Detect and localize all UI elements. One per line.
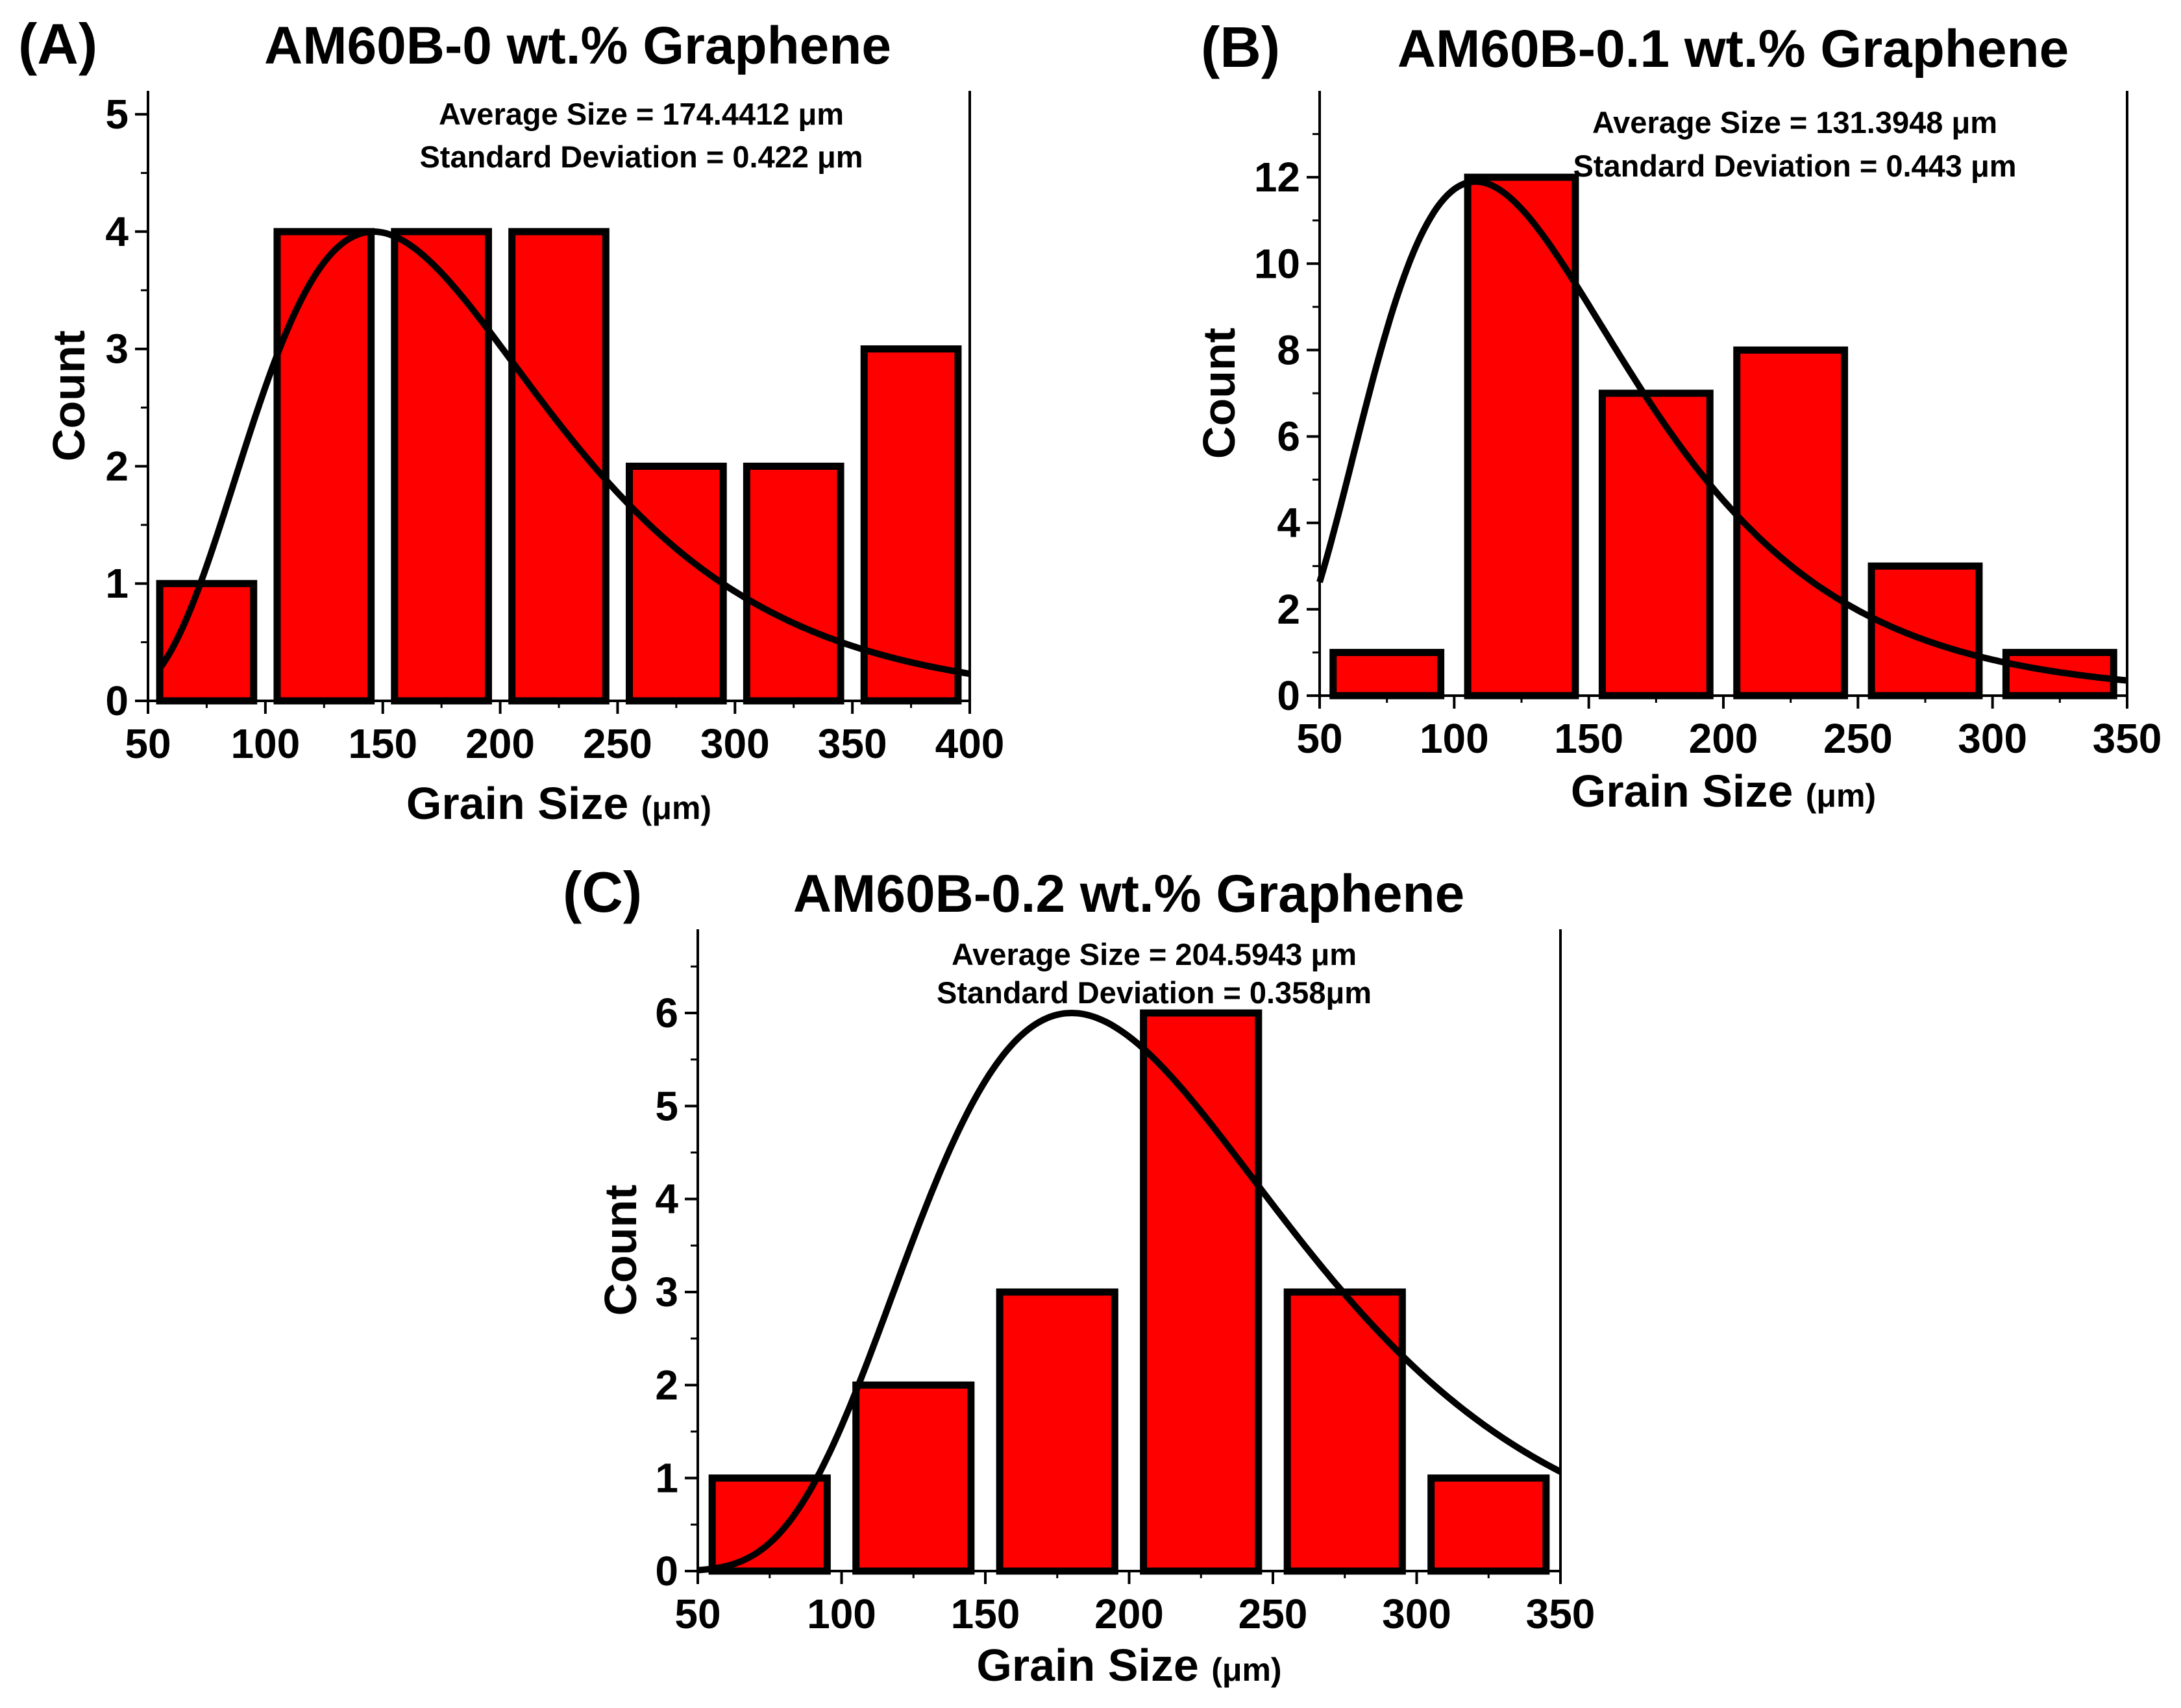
- y-tick-label: 4: [1277, 500, 1300, 546]
- y-axis-label: Count: [595, 1184, 646, 1315]
- chart-panel-a: (A) AM60B-0 wt.% Graphene 0 1 2 3 4 5 50 100 150 20…: [18, 12, 1004, 829]
- histogram-bar: [1867, 562, 1983, 700]
- stats-annotation: Average Size = 131.3948 μm: [1592, 105, 1997, 140]
- x-tick-label: 200: [1689, 715, 1758, 762]
- x-tick-label: 250: [1823, 715, 1893, 762]
- x-axis-label: Grain Size (μm): [976, 1640, 1281, 1690]
- stats-annotation: Standard Deviation = 0.422 μm: [419, 140, 863, 174]
- chart-title: AM60B-0.1 wt.% Graphene: [1398, 19, 2069, 79]
- histogram-bar: [626, 462, 727, 705]
- x-tick-label: 150: [1554, 715, 1623, 762]
- histogram-bar: [273, 228, 375, 705]
- x-tick-label: 50: [125, 720, 171, 767]
- x-tick-label: 250: [1238, 1591, 1308, 1637]
- y-tick-label: 6: [655, 990, 678, 1036]
- histogram-bar: [1733, 346, 1849, 700]
- x-tick-label: 100: [807, 1591, 876, 1637]
- x-tick-label: 300: [1958, 715, 2027, 762]
- y-tick-label: 12: [1254, 154, 1300, 201]
- chart-panel-c: (C) AM60B-0.2 wt.% Graphene 0 1 2 3 4 5 6 50 100 15…: [563, 860, 1595, 1690]
- y-tick-label: 3: [655, 1269, 678, 1315]
- x-tick-label: 300: [1382, 1591, 1451, 1637]
- y-axis-label: Count: [43, 330, 94, 461]
- y-tick-label: 1: [105, 560, 129, 607]
- panel-label: (A): [18, 12, 97, 76]
- histogram-bar: [1427, 1474, 1550, 1575]
- x-axis-label: Grain Size (μm): [1571, 766, 1876, 816]
- y-tick-label: 2: [105, 443, 129, 489]
- x-axis-unit: (μm): [1806, 777, 1876, 814]
- histogram-bar: [996, 1288, 1118, 1575]
- x-tick-label: 400: [935, 720, 1005, 767]
- x-tick-label: 50: [1296, 715, 1342, 762]
- histogram-bar: [852, 1381, 975, 1575]
- y-tick-label: 0: [1277, 672, 1300, 719]
- y-tick-label: 5: [655, 1082, 678, 1129]
- y-tick-label: 0: [105, 677, 129, 724]
- y-tick-label: 2: [1277, 586, 1300, 633]
- x-tick-label: 150: [951, 1591, 1020, 1637]
- y-tick-label: 10: [1254, 240, 1300, 287]
- x-tick-label: 350: [1526, 1591, 1596, 1637]
- x-axis-unit: (μm): [1211, 1652, 1281, 1688]
- x-tick-label: 350: [2093, 715, 2162, 762]
- chart-panel-b: (B) AM60B-0.1 wt.% Graphene 0 2 4 6 8 10 12 50 100…: [1194, 15, 2162, 816]
- x-tick-label: 250: [583, 720, 652, 767]
- panel-label: (B): [1201, 15, 1280, 79]
- stats-annotation: Standard Deviation = 0.358μm: [937, 975, 1372, 1010]
- chart-title: AM60B-0.2 wt.% Graphene: [793, 864, 1464, 923]
- histogram-bar: [860, 345, 962, 705]
- x-tick-label: 200: [1094, 1591, 1164, 1637]
- fit-curve: [1316, 178, 2128, 684]
- histogram-bar: [1329, 648, 1445, 700]
- x-tick-label: 350: [818, 720, 887, 767]
- x-axis-label: Grain Size (μm): [406, 778, 711, 829]
- y-axis-label: Count: [1194, 328, 1244, 459]
- y-tick-label: 4: [655, 1176, 678, 1223]
- y-tick-label: 4: [105, 208, 129, 255]
- y-tick-label: 8: [1277, 326, 1300, 373]
- y-tick-label: 1: [655, 1455, 678, 1502]
- x-axis-label-text: Grain Size: [1571, 766, 1806, 816]
- x-axis-label-text: Grain Size: [406, 778, 641, 829]
- x-axis-unit: (μm): [641, 790, 711, 826]
- x-tick-label: 200: [465, 720, 535, 767]
- stats-annotation: Average Size = 174.4412 μm: [439, 97, 844, 131]
- histogram-bar: [743, 462, 844, 705]
- panel-label: (C): [563, 860, 642, 924]
- y-tick-label: 6: [1277, 413, 1300, 460]
- histogram-bar: [391, 228, 492, 705]
- histogram-bar: [1140, 1009, 1263, 1575]
- y-tick-label: 0: [655, 1548, 678, 1594]
- histogram-bar: [1598, 389, 1714, 700]
- x-tick-label: 150: [348, 720, 417, 767]
- chart-title: AM60B-0 wt.% Graphene: [264, 16, 891, 75]
- x-tick-label: 50: [674, 1591, 721, 1637]
- y-tick-label: 3: [105, 326, 129, 372]
- x-axis-label-text: Grain Size: [976, 1640, 1211, 1690]
- x-tick-label: 100: [230, 720, 300, 767]
- x-tick-label: 300: [700, 720, 770, 767]
- y-tick-label: 5: [105, 91, 129, 138]
- x-tick-label: 100: [1420, 715, 1489, 762]
- y-tick-label: 2: [655, 1361, 678, 1408]
- stats-annotation: Standard Deviation = 0.443 μm: [1573, 149, 2016, 183]
- histogram-bar: [1464, 173, 1579, 700]
- fit-curve: [156, 228, 970, 677]
- stats-annotation: Average Size = 204.5943 μm: [952, 937, 1357, 971]
- fit-curve: [697, 1009, 1562, 1574]
